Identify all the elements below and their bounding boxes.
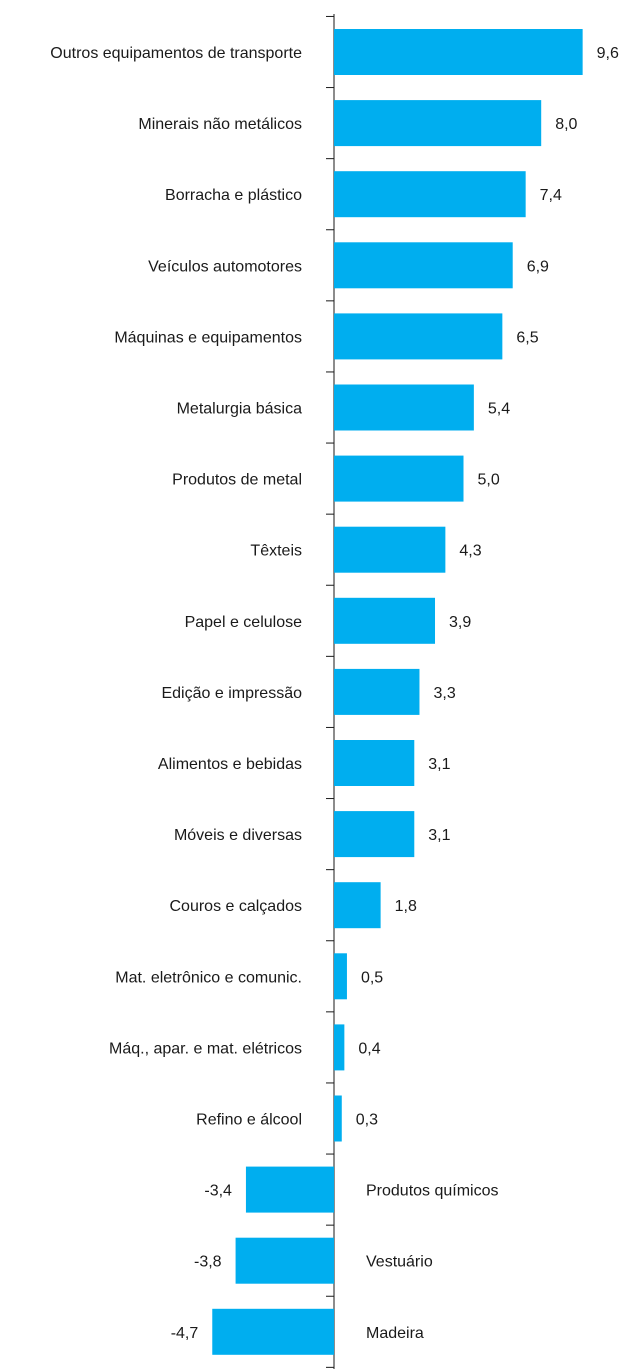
- category-label: Outros equipamentos de transporte: [50, 45, 302, 62]
- value-label: 8,0: [555, 116, 577, 133]
- category-label: Produtos químicos: [366, 1183, 499, 1200]
- category-label: Máq., apar. e mat. elétricos: [109, 1040, 302, 1057]
- value-label: 7,4: [540, 187, 562, 204]
- category-label: Metalurgia básica: [177, 401, 303, 418]
- category-label: Produtos de metal: [172, 472, 302, 489]
- category-label: Mat. eletrônico e comunic.: [115, 969, 302, 986]
- axis-ticks: [326, 15, 334, 1368]
- value-label: 5,0: [478, 472, 500, 489]
- category-label: Vestuário: [366, 1254, 433, 1271]
- bar: [334, 882, 381, 929]
- category-label: Refino e álcool: [196, 1112, 302, 1129]
- value-label: 1,8: [395, 898, 417, 915]
- value-labels: 9,6 8,0 7,4 6,9 6,5 5,4 5,0 4,3 3,9 3,3 3,1 3,1 1,8 0…: [171, 45, 619, 1342]
- value-label: 6,5: [516, 329, 538, 346]
- bar: [334, 313, 503, 360]
- bar: [334, 811, 415, 858]
- category-label: Veículos automotores: [148, 258, 302, 275]
- bar: [334, 740, 415, 786]
- bar: [334, 455, 464, 502]
- category-labels: Outros equipamentos de transporte Minerai…: [50, 45, 498, 1342]
- value-label: -3,4: [204, 1183, 232, 1200]
- category-label: Máquinas e equipamentos: [114, 329, 302, 346]
- bar: [334, 668, 420, 715]
- category-label: Têxteis: [250, 543, 302, 560]
- bar: [334, 953, 347, 1000]
- value-label: 3,9: [449, 614, 471, 631]
- bar: [212, 1308, 334, 1355]
- bar: [334, 597, 436, 644]
- value-label: -4,7: [171, 1325, 199, 1342]
- category-label: Couros e calçados: [169, 898, 302, 915]
- category-label: Papel e celulose: [185, 614, 303, 631]
- bar: [235, 1237, 334, 1284]
- value-label: 5,4: [488, 401, 510, 418]
- bar: [334, 171, 526, 218]
- value-label: 0,3: [356, 1112, 378, 1129]
- category-label: Móveis e diversas: [174, 827, 302, 844]
- value-label: 3,3: [433, 685, 455, 702]
- bar: [334, 1024, 345, 1071]
- value-label: 0,5: [361, 969, 383, 986]
- category-label: Alimentos e bebidas: [158, 756, 302, 773]
- bars: [212, 29, 583, 1355]
- value-label: 3,1: [428, 756, 450, 773]
- bar: [334, 100, 542, 147]
- category-label: Minerais não metálicos: [138, 116, 302, 133]
- value-label: 3,1: [428, 827, 450, 844]
- bar: [334, 29, 583, 75]
- value-label: -3,8: [194, 1254, 222, 1271]
- value-label: 4,3: [459, 543, 481, 560]
- value-label: 0,4: [358, 1040, 380, 1057]
- bar: [334, 1095, 342, 1142]
- category-label: Madeira: [366, 1325, 424, 1342]
- bar: [334, 242, 513, 289]
- value-label: 9,6: [597, 45, 619, 62]
- bar: [334, 526, 446, 573]
- category-label: Edição e impressão: [161, 685, 302, 702]
- category-label: Borracha e plástico: [165, 187, 302, 204]
- value-label: 6,9: [527, 258, 549, 275]
- bar: [245, 1166, 334, 1213]
- bar: [334, 384, 474, 431]
